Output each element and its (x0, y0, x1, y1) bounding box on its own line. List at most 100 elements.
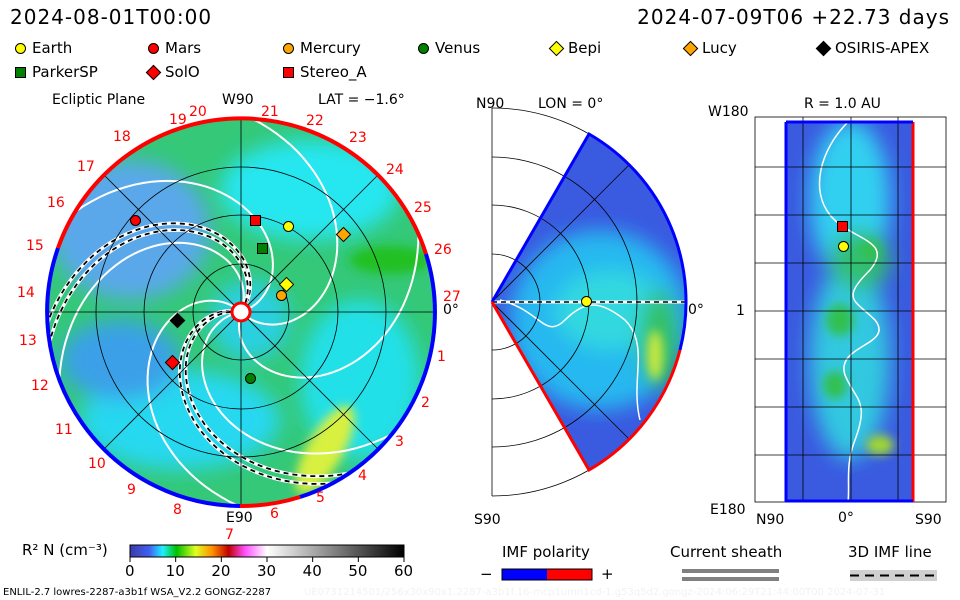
body-marker-stereo-a (837, 221, 848, 232)
imf-field-line (201, 313, 401, 455)
ecliptic-border-negative-2 (45, 247, 241, 508)
legend-label-stereo-a: Stereo_A (300, 63, 367, 81)
current-sheath-line-1 (682, 569, 779, 573)
radial-mid-left: 1 (736, 303, 745, 319)
carrington-label: 27 (443, 289, 461, 305)
carrington-label: 3 (395, 434, 404, 450)
imf-polarity-label: IMF polarity (502, 543, 590, 561)
sun-marker (230, 301, 252, 323)
imf-line-band (850, 570, 937, 581)
meridional-right-label: 0° (688, 302, 704, 318)
imf-field-line (237, 223, 420, 379)
body-marker-stereo-a (250, 215, 261, 226)
current-sheath-line (178, 309, 343, 485)
ecliptic-border-positive-2 (239, 495, 301, 509)
radial-bottom-left: E180 (710, 502, 746, 518)
carrington-label: 10 (88, 456, 106, 472)
imf-field-line (146, 299, 249, 505)
current-sheath-line (48, 222, 252, 334)
legend-marker-mars (148, 43, 159, 54)
current-sheath-line (184, 310, 359, 478)
current-sheath-line-2 (682, 577, 779, 581)
colorbar-tick-label: 50 (348, 562, 368, 580)
colorbar-tick-label: 10 (165, 562, 185, 580)
carrington-label: 4 (358, 468, 367, 484)
colorbar-label: R² N (cm⁻³) (22, 541, 108, 559)
legend-marker-stereo-a (283, 67, 294, 78)
reference-time: 2024-07-09T06 +22.73 days (637, 5, 950, 29)
legend-label-venus: Venus (435, 39, 481, 57)
carrington-label: 19 (169, 112, 187, 128)
body-marker-venus (245, 373, 256, 384)
run-info-faint: UE0731214501/256x30x90x1.2287-a3b1f.16-m… (304, 587, 886, 598)
current-sheath-line (48, 229, 249, 353)
legend-marker-parkersp (15, 67, 26, 78)
imf-polarity-negative (502, 569, 547, 580)
meridional-bottom-label: S90 (474, 512, 501, 528)
ecliptic-title: Ecliptic Plane (52, 92, 146, 108)
carrington-label: 17 (77, 159, 95, 175)
colorbar-tick-label: 60 (394, 562, 414, 580)
carrington-label: 2 (421, 395, 430, 411)
ecliptic-bottom-label: E90 (226, 510, 253, 526)
carrington-label: 25 (414, 200, 432, 216)
carrington-label: 18 (113, 129, 131, 145)
imf-polarity-positive (547, 569, 592, 580)
carrington-label: 26 (434, 242, 452, 258)
body-marker-earth (838, 241, 849, 252)
current-sheath-label: Current sheath (670, 543, 783, 561)
legend-label-bepi: Bepi (568, 39, 602, 57)
carrington-label: 1 (437, 349, 446, 365)
colorbar-tick-label: 30 (257, 562, 277, 580)
radial-density-map (786, 122, 914, 502)
legend-label-solo: SolO (165, 63, 200, 81)
ecliptic-border-negative (299, 253, 437, 499)
run-info: ENLIL-2.7 lowres-2287-a3b1f WSA_V2.2 GON… (3, 587, 272, 598)
meridional-border-positive (490, 301, 682, 473)
carrington-label: 21 (261, 104, 279, 120)
carrington-label: 24 (386, 162, 404, 178)
body-marker-earth (581, 296, 592, 307)
carrington-label: 9 (127, 482, 136, 498)
carrington-label: 20 (189, 104, 207, 120)
imf-minus-label: − (480, 565, 493, 583)
radial-x-mid: 0° (838, 510, 854, 526)
carrington-label: 22 (306, 113, 324, 129)
carrington-label: 6 (270, 506, 279, 522)
carrington-label: 15 (26, 238, 44, 254)
meridional-lon: LON = 0° (538, 96, 604, 112)
legend-label-parkersp: ParkerSP (32, 63, 98, 81)
carrington-label: 14 (17, 285, 35, 301)
model-time: 2024-08-01T00:00 (10, 5, 213, 29)
carrington-label: 16 (47, 195, 65, 211)
body-marker-earth (283, 221, 294, 232)
colorbar-tick-label: 40 (302, 562, 322, 580)
carrington-label: 23 (349, 130, 367, 146)
legend-label-earth: Earth (32, 39, 73, 57)
legend-label-osiris-apex: OSIRIS-APEX (835, 39, 930, 57)
imf-field-line (241, 119, 339, 326)
carrington-label: 11 (55, 422, 73, 438)
carrington-label: 7 (225, 527, 234, 543)
imf-plus-label: + (601, 565, 614, 583)
imf-field-line (58, 241, 245, 391)
body-marker-mars (130, 215, 141, 226)
radial-x-left: N90 (756, 512, 785, 528)
colorbar-tick-label: 0 (125, 562, 135, 580)
ecliptic-right-label: 0° (443, 302, 459, 318)
carrington-label: 8 (173, 502, 182, 518)
carrington-label: 12 (31, 378, 49, 394)
radial-top-left: W180 (708, 104, 749, 120)
legend-marker-venus (418, 43, 429, 54)
legend-label-mars: Mars (165, 39, 202, 57)
legend-marker-earth (15, 43, 26, 54)
legend-marker-mercury (283, 43, 294, 54)
carrington-label: 13 (19, 333, 37, 349)
ecliptic-border-positive (56, 116, 428, 255)
meridional-top-label: N90 (476, 96, 505, 112)
ecliptic-lat: LAT = −1.6° (318, 92, 405, 108)
colorbar-tick-label: 20 (211, 562, 231, 580)
meridional-border-negative (490, 131, 688, 351)
ecliptic-top-label: W90 (222, 92, 254, 108)
